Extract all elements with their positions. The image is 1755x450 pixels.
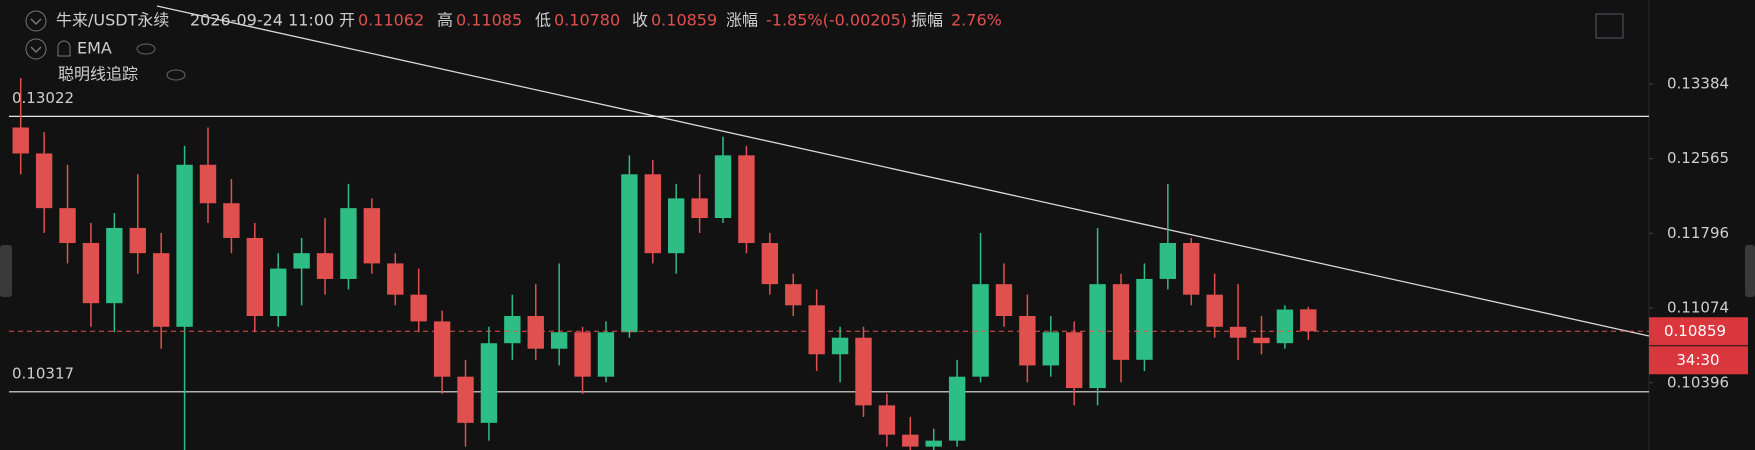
candle-body <box>1136 278 1153 360</box>
candle-body <box>223 203 240 238</box>
candle-body <box>1229 326 1247 338</box>
candle-body <box>82 243 100 304</box>
candle-body <box>1019 315 1036 366</box>
candle-body <box>246 237 264 316</box>
candle-body <box>574 332 591 377</box>
high: 0.11085 <box>456 11 522 30</box>
high-label: 高 <box>437 11 453 30</box>
time: 2026-09-24 11:00 <box>190 11 334 30</box>
countdown-box <box>1649 346 1748 375</box>
symbol: 牛来/USDT永续 <box>56 11 169 30</box>
bell-icon[interactable] <box>57 40 71 57</box>
indicator: EMA <box>77 39 112 58</box>
trend-line <box>156 5 1650 337</box>
candle-body <box>410 294 427 322</box>
level-label: 0.13022 <box>12 89 74 107</box>
candle-body <box>12 127 29 154</box>
countdown: 34:30 <box>1676 351 1719 369</box>
candle-body <box>270 268 287 316</box>
right-handle[interactable] <box>1745 245 1755 297</box>
candle-body <box>691 198 708 218</box>
candle-body <box>621 174 638 333</box>
candle-body <box>1042 332 1059 366</box>
candle-body <box>644 174 661 254</box>
candle-body <box>668 198 685 254</box>
candle-body <box>340 208 357 279</box>
candle-body <box>831 337 849 355</box>
candle-body <box>1300 309 1317 332</box>
candle-body <box>995 284 1013 316</box>
candle-body <box>480 343 498 423</box>
y-tick-label: 0.13384 <box>1667 74 1729 92</box>
candle-body <box>199 164 217 204</box>
candle-body <box>35 153 53 209</box>
collapse-icon[interactable] <box>25 10 47 32</box>
open-label: 开 <box>339 11 355 30</box>
candle-body <box>1276 309 1294 344</box>
candle-body <box>1206 294 1223 327</box>
candle-body <box>597 332 615 377</box>
open: 0.11062 <box>358 11 424 30</box>
candle-body <box>948 376 966 441</box>
candle-body <box>878 405 896 435</box>
amplitude: 2.76% <box>951 11 1002 30</box>
candle-body <box>972 284 989 377</box>
candle-body <box>1065 332 1083 389</box>
candle-body <box>363 208 381 264</box>
candle-body <box>59 208 76 244</box>
last-price-box <box>1649 317 1748 346</box>
change: -1.85%(-0.00205) <box>766 11 907 30</box>
candle-body <box>855 337 872 406</box>
y-tick-label: 0.12565 <box>1667 149 1729 167</box>
y-tick-label: 0.10396 <box>1667 373 1729 391</box>
chevron <box>30 18 42 26</box>
change-label: 涨幅 <box>726 11 758 30</box>
candle-body <box>316 253 334 279</box>
candle-body <box>527 315 544 349</box>
hide-icon[interactable] <box>166 69 186 81</box>
candle-body <box>1159 243 1177 279</box>
y-tick-label: 0.11796 <box>1667 224 1729 242</box>
low-label: 低 <box>535 11 551 30</box>
candle-body <box>176 164 193 327</box>
candle-body <box>1183 243 1200 295</box>
candle-body <box>293 253 310 269</box>
low: 0.10780 <box>554 11 620 30</box>
chevron <box>30 46 42 54</box>
candle-body <box>1253 337 1270 344</box>
candle-body <box>808 305 825 355</box>
candle-body <box>761 243 779 285</box>
candle-body <box>387 263 404 295</box>
hide-icon[interactable] <box>136 43 156 55</box>
candle-body <box>433 321 451 377</box>
candle-body <box>925 440 942 447</box>
collapse-icon[interactable] <box>25 38 47 60</box>
candle-body <box>1112 284 1130 360</box>
left-handle[interactable] <box>0 245 12 297</box>
layout-button[interactable] <box>1595 13 1624 39</box>
candle-body <box>129 227 146 254</box>
amplitude-label: 振幅 <box>911 11 943 30</box>
level-label: 0.10317 <box>12 364 74 382</box>
candle-body <box>738 155 755 244</box>
last-price-label: 0.10859 <box>1664 322 1726 340</box>
candle-body <box>785 284 802 306</box>
candle-body <box>106 227 123 304</box>
close: 0.10859 <box>651 11 717 30</box>
candle-body <box>714 155 732 218</box>
candle-body <box>902 434 919 447</box>
y-tick-label: 0.11074 <box>1667 299 1729 317</box>
candle-body <box>1089 284 1106 389</box>
tool: 聪明线追踪 <box>58 65 138 84</box>
candle-body <box>504 315 521 344</box>
close-label: 收 <box>632 11 648 30</box>
candle-body <box>152 253 170 327</box>
candle-body <box>550 332 568 349</box>
header: 牛来/USDT永续 2026-09-24 11:00 开 0.11062 高 0… <box>0 10 1755 297</box>
candle-body <box>457 376 474 423</box>
